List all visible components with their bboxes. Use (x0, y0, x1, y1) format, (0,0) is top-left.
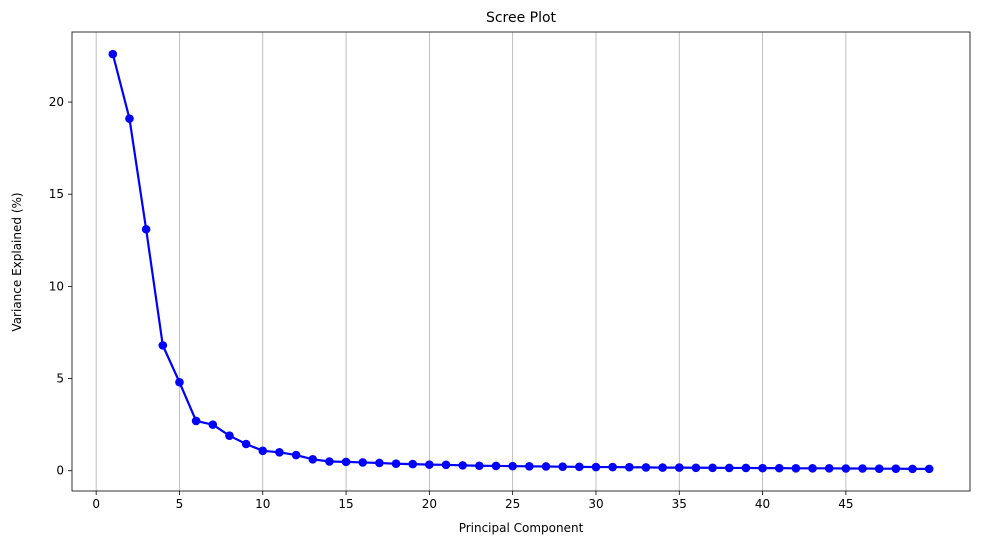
data-point (375, 458, 384, 468)
x-tick-label: 10 (255, 497, 270, 511)
data-point (724, 463, 734, 473)
y-tick-label: 5 (56, 372, 64, 386)
data-point (841, 464, 851, 473)
data-point (591, 462, 601, 472)
data-point (908, 464, 917, 474)
data-point (108, 49, 118, 59)
data-point (191, 416, 201, 426)
data-point (874, 464, 884, 473)
data-point (275, 447, 284, 457)
data-point (291, 450, 301, 460)
series-layer (108, 49, 934, 474)
data-point (325, 457, 334, 466)
x-tick-label: 25 (505, 497, 520, 511)
data-point (508, 461, 517, 471)
data-point (691, 463, 701, 473)
data-point (824, 464, 834, 473)
data-point (408, 459, 418, 469)
x-tick-label: 40 (755, 497, 770, 511)
y-tick-label: 20 (49, 95, 64, 109)
data-point (658, 463, 667, 472)
data-point (558, 462, 567, 471)
y-tick-label: 0 (56, 464, 64, 478)
x-tick-label: 30 (588, 497, 603, 511)
x-tick-label: 35 (672, 497, 687, 511)
plot-frame (71, 31, 971, 492)
data-point (258, 446, 268, 456)
data-point (541, 462, 551, 471)
data-point (741, 463, 751, 473)
x-tick-label: 45 (838, 497, 853, 511)
data-point (458, 461, 467, 470)
data-point (491, 461, 501, 471)
data-point (441, 460, 451, 470)
data-point (891, 464, 901, 473)
data-point (624, 462, 634, 472)
x-tick-label: 0 (92, 497, 100, 511)
y-tick-label: 10 (49, 279, 64, 293)
data-point (791, 464, 801, 473)
data-point (125, 114, 134, 123)
data-point (425, 460, 434, 469)
data-point (858, 464, 867, 473)
data-point (641, 463, 651, 472)
x-tick-label: 15 (338, 497, 353, 511)
data-point (358, 458, 368, 467)
data-point (758, 463, 767, 473)
data-point (241, 439, 251, 449)
data-point (391, 459, 401, 469)
data-point (141, 224, 151, 234)
data-point (525, 461, 534, 471)
data-point (225, 431, 234, 440)
y-tick-label: 15 (49, 187, 64, 201)
axes-layer: 0 5 10 15 20 25 30 35 40 45 0 5 10 15 20 (49, 31, 971, 511)
data-point (774, 463, 784, 473)
data-point (708, 463, 717, 473)
grid-layer (95, 32, 847, 491)
data-point (341, 457, 351, 467)
data-point (208, 420, 218, 429)
data-point (608, 462, 617, 472)
data-point (158, 341, 168, 350)
series-line (111, 53, 930, 470)
data-point (175, 377, 184, 387)
data-point (308, 454, 318, 464)
data-point (674, 463, 684, 472)
data-point (924, 464, 934, 474)
data-point (575, 462, 584, 472)
x-tick-label: 20 (422, 497, 437, 511)
x-tick-label: 5 (176, 497, 184, 511)
data-point (475, 461, 484, 471)
chart-title: Scree Plot (486, 10, 557, 26)
data-point (808, 464, 817, 473)
y-axis-label: Variance Explained (%) (10, 192, 24, 331)
x-axis-label: Principal Component (459, 521, 584, 535)
